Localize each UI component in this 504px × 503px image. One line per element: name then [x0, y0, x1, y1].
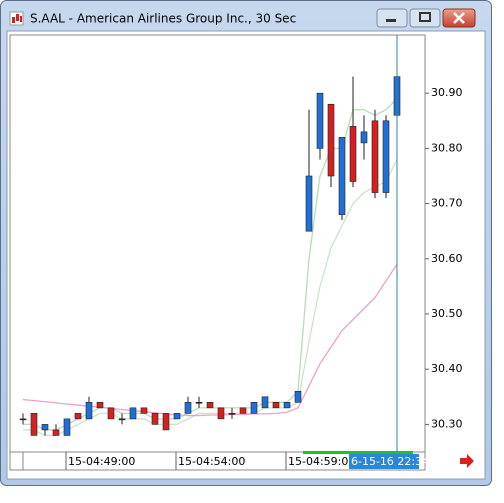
- candle-body: [316, 92, 324, 149]
- candle-body: [195, 402, 203, 404]
- candle-body: [107, 407, 115, 420]
- y-tick-label: 30.30: [431, 417, 463, 430]
- candle-body: [261, 396, 269, 409]
- candle-body: [63, 418, 71, 436]
- candle-body: [360, 131, 368, 144]
- indicator-line: [23, 159, 398, 437]
- maximize-button[interactable]: [409, 8, 441, 28]
- candle-body: [382, 120, 390, 193]
- candle-body: [272, 402, 280, 409]
- candle-body: [52, 429, 60, 436]
- x-tick-label: 15-04:49:00: [68, 455, 135, 468]
- x-tick-label: 15-04:54:00: [178, 455, 245, 468]
- window-title: S.AAL - American Airlines Group Inc., 30…: [30, 12, 296, 26]
- candle-body: [250, 402, 258, 414]
- app-icon: [9, 11, 24, 26]
- candle-body: [85, 402, 93, 420]
- candle-body: [305, 175, 313, 232]
- candle-body: [96, 402, 104, 409]
- candle-body: [74, 413, 82, 420]
- candle-body: [151, 413, 159, 425]
- candle-body: [41, 424, 49, 431]
- candle-body: [162, 413, 170, 431]
- candle-body: [30, 413, 38, 436]
- candle-body: [140, 407, 148, 414]
- minimize-button[interactable]: [376, 8, 408, 28]
- candle-body: [206, 402, 214, 409]
- x-tick-label: 15-04:59:00: [288, 455, 355, 468]
- candle-body: [349, 126, 357, 182]
- y-tick-label: 30.90: [431, 86, 463, 99]
- candle-body: [338, 137, 346, 215]
- close-button[interactable]: [442, 8, 476, 28]
- y-tick-label: 30.40: [431, 362, 463, 375]
- candle-body: [173, 413, 181, 420]
- y-tick-label: 30.50: [431, 307, 463, 320]
- plot-area: [9, 34, 426, 453]
- candle-body: [217, 407, 225, 420]
- y-tick-label: 30.80: [431, 141, 463, 154]
- candle-body: [184, 402, 192, 414]
- corner-box: [9, 451, 24, 471]
- range-marker: [303, 451, 413, 454]
- y-tick-label: 30.70: [431, 197, 463, 210]
- candle-body: [371, 120, 379, 193]
- cursor-label-box: [349, 454, 419, 469]
- cursor-label: 6-15-16 22:34:00: [351, 455, 447, 468]
- candle-body: [129, 407, 137, 420]
- candle-body: [239, 407, 247, 414]
- candle-body: [294, 390, 302, 403]
- candle-body: [283, 402, 291, 409]
- candle-body: [228, 413, 236, 415]
- scroll-right-arrow[interactable]: [460, 454, 474, 468]
- candle-body: [118, 418, 126, 421]
- indicator-line: [22, 263, 398, 417]
- candle-body: [19, 418, 27, 421]
- candle-body: [327, 103, 335, 177]
- y-tick-label: 30.60: [431, 252, 463, 265]
